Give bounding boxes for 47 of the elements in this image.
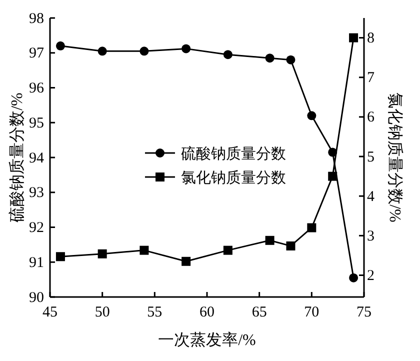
y-tick-label: 92 xyxy=(29,220,44,236)
y2-axis-title: 氯化钠质量分数/% xyxy=(386,92,404,222)
point xyxy=(182,256,191,266)
x-axis-title: 一次蒸发率/% xyxy=(158,331,256,349)
point xyxy=(140,46,149,56)
y-axis-title: 硫酸钠质量分数/% xyxy=(8,92,26,222)
point xyxy=(56,41,65,50)
y-tick-label: 94 xyxy=(29,150,44,166)
point xyxy=(328,172,338,181)
y2-tick-label: 3 xyxy=(367,228,374,244)
point xyxy=(349,273,358,282)
point xyxy=(182,44,191,54)
x-tick-label: 45 xyxy=(42,304,58,320)
y-tick-label: 91 xyxy=(29,254,44,271)
x-tick-label: 60 xyxy=(200,304,214,320)
y-tick-label: 98 xyxy=(29,10,44,27)
y-tick-label: 96 xyxy=(29,80,44,97)
y2-tick-label: 2 xyxy=(367,268,374,284)
y-tick-label: 93 xyxy=(29,185,44,202)
legend-label: 硫酸钠质量分数 xyxy=(181,145,286,162)
y2-tick-label: 5 xyxy=(367,149,374,166)
y2-tick-label: 4 xyxy=(367,188,375,205)
x-tick-label: 50 xyxy=(94,304,110,320)
y-tick-label: 95 xyxy=(29,115,44,132)
y-tick-label: 90 xyxy=(29,290,44,306)
point xyxy=(265,236,274,245)
point xyxy=(223,246,232,255)
legend-label: 氯化钠质量分数 xyxy=(181,169,286,186)
y2-tick-label: 6 xyxy=(367,110,375,126)
point xyxy=(286,241,296,250)
point xyxy=(56,252,65,262)
point xyxy=(223,50,232,60)
point xyxy=(98,249,107,258)
x-tick-label: 75 xyxy=(356,304,372,320)
point xyxy=(286,55,296,64)
point xyxy=(307,223,316,232)
x-tick-label: 55 xyxy=(147,304,162,320)
point xyxy=(265,54,274,63)
y2-tick-label: 7 xyxy=(367,70,375,86)
point xyxy=(349,33,358,42)
point xyxy=(140,246,149,255)
point xyxy=(98,46,107,56)
x-tick-label: 70 xyxy=(304,304,320,320)
y-tick-label: 97 xyxy=(29,46,44,62)
x-tick-label: 65 xyxy=(252,304,267,320)
point xyxy=(307,111,316,120)
y2-tick-label: 8 xyxy=(367,30,374,47)
